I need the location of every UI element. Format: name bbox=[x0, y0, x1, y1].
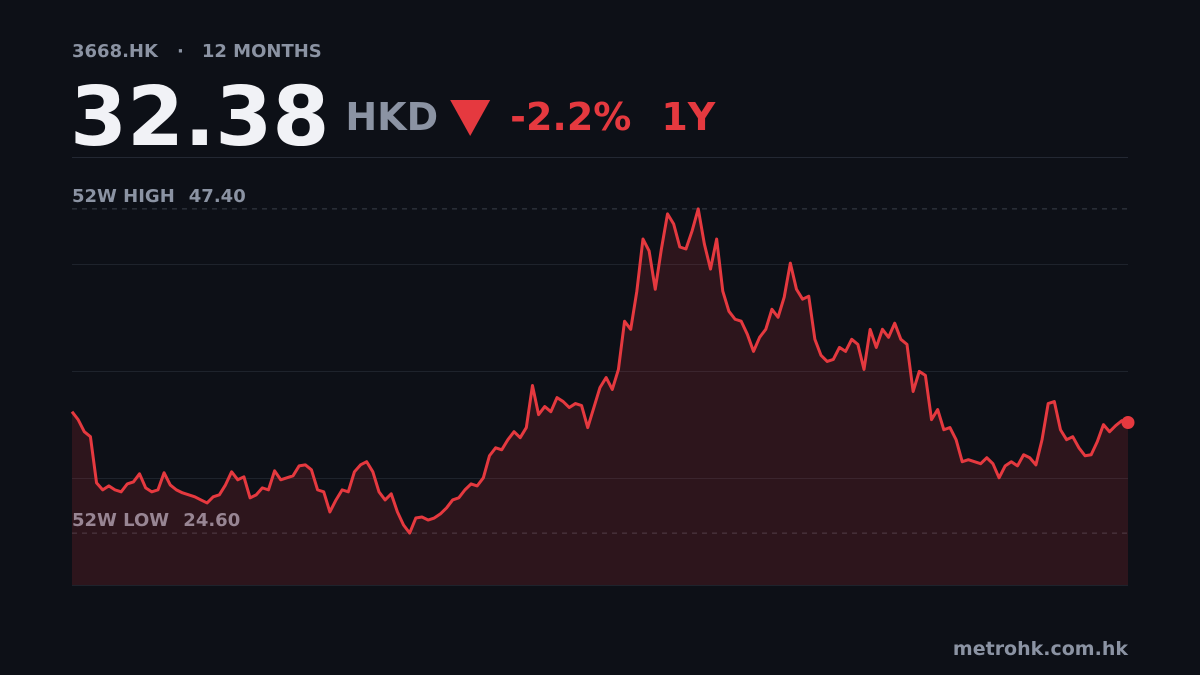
ticker: 3668.HK bbox=[72, 41, 159, 62]
reference-label: 52W HIGH bbox=[72, 186, 175, 207]
price: 32.38 bbox=[70, 70, 329, 165]
grid bbox=[72, 264, 1128, 586]
change: -2.2% bbox=[510, 95, 631, 139]
period: 12 MONTHS bbox=[202, 41, 322, 62]
reference-value: 47.40 bbox=[189, 186, 246, 207]
price-line bbox=[70, 207, 1129, 535]
area-fill bbox=[72, 208, 1128, 585]
reference-label: 52W LOW bbox=[72, 510, 169, 531]
range: 1Y bbox=[661, 95, 715, 139]
currency: HKD bbox=[345, 95, 438, 139]
reference-value: 24.60 bbox=[183, 510, 240, 531]
footer: metrohk.com.hk bbox=[953, 638, 1128, 660]
plot: 52W HIGH 47.40 52W LOW 24.60 bbox=[70, 186, 1135, 585]
separator: · bbox=[177, 41, 184, 62]
down-arrow bbox=[450, 100, 491, 136]
last-point bbox=[1121, 415, 1135, 429]
